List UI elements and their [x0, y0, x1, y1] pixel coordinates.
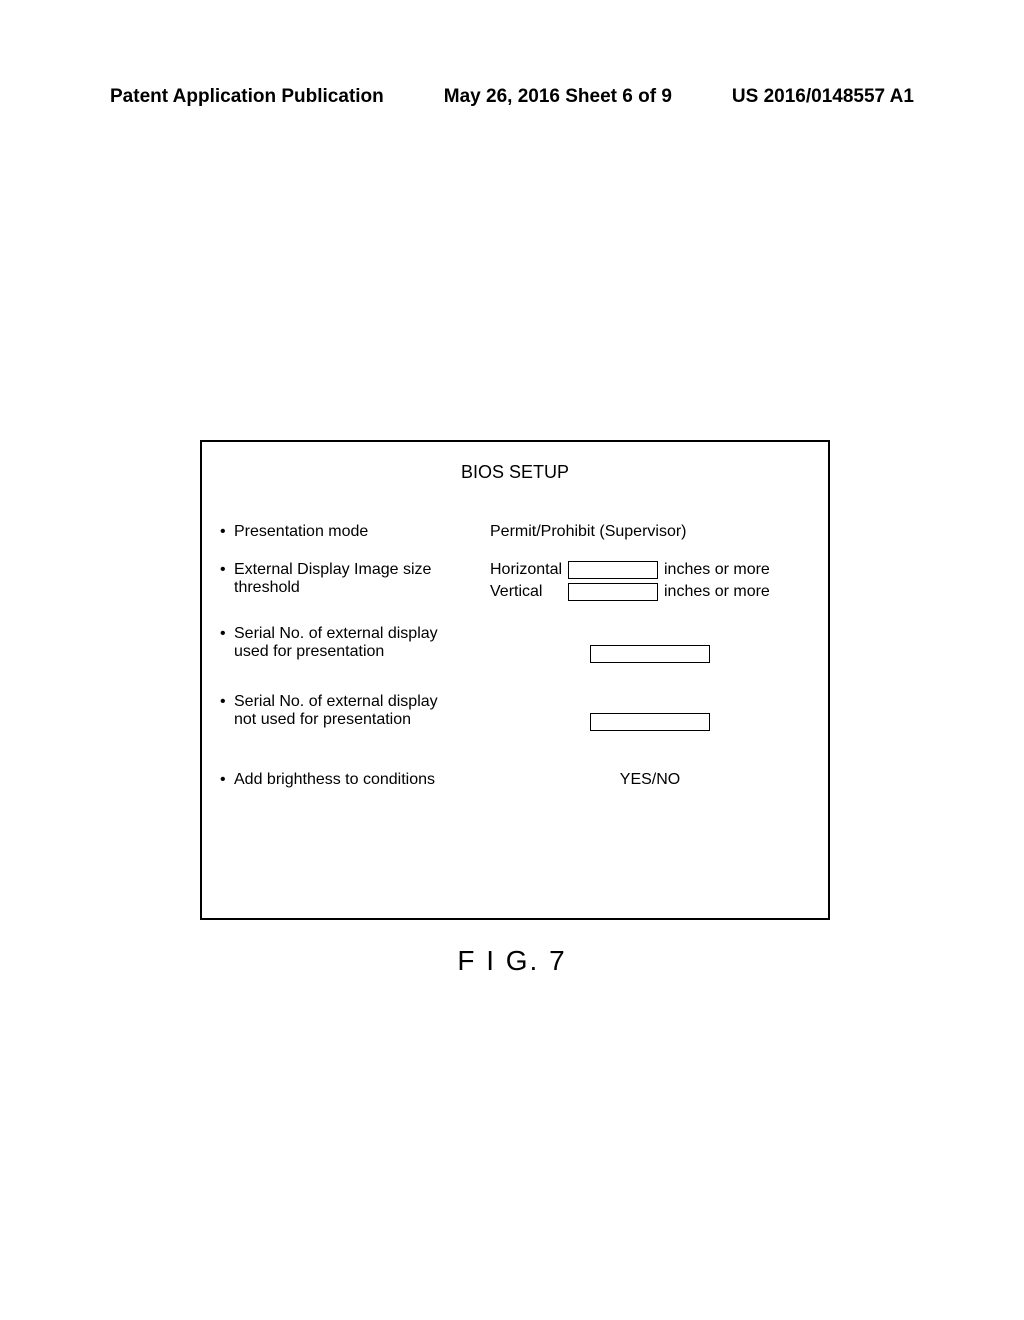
bullet-icon: • — [220, 561, 234, 597]
horizontal-suffix: inches or more — [664, 561, 770, 579]
bullet-icon: • — [220, 771, 234, 789]
bullet-icon: • — [220, 523, 234, 541]
header-left: Patent Application Publication — [110, 86, 384, 108]
serial-used-input[interactable] — [590, 645, 710, 663]
presentation-mode-value[interactable]: Permit/Prohibit (Supervisor) — [490, 523, 687, 540]
size-threshold-label: External Display Image size threshold — [234, 561, 490, 597]
horizontal-label: Horizontal — [490, 561, 568, 579]
row-serial-not-used: • Serial No. of external display not use… — [202, 693, 828, 731]
bios-setup-box: BIOS SETUP • Presentation mode Permit/Pr… — [200, 440, 830, 920]
figure-label: F I G. 7 — [0, 945, 1024, 977]
horizontal-input[interactable] — [568, 561, 658, 579]
serial-notused-label-line1: Serial No. of external display — [234, 693, 438, 711]
serial-notused-label-line2: not used for presentation — [234, 711, 438, 729]
vertical-line: Vertical inches or more — [490, 583, 810, 601]
vertical-suffix: inches or more — [664, 583, 770, 601]
bullet-icon: • — [220, 693, 234, 729]
vertical-input[interactable] — [568, 583, 658, 601]
row-presentation-mode: • Presentation mode Permit/Prohibit (Sup… — [202, 523, 828, 541]
header-right: US 2016/0148557 A1 — [732, 86, 914, 108]
page-header: Patent Application Publication May 26, 2… — [0, 86, 1024, 108]
serial-used-label-line1: Serial No. of external display — [234, 625, 438, 643]
horizontal-line: Horizontal inches or more — [490, 561, 810, 579]
serial-used-label-line2: used for presentation — [234, 643, 438, 661]
vertical-label: Vertical — [490, 583, 568, 601]
brightness-value[interactable]: YES/NO — [620, 771, 680, 788]
row-size-threshold: • External Display Image size threshold … — [202, 561, 828, 605]
page: Patent Application Publication May 26, 2… — [0, 0, 1024, 1320]
header-middle: May 26, 2016 Sheet 6 of 9 — [444, 86, 672, 108]
presentation-mode-label: Presentation mode — [234, 523, 368, 541]
bios-title: BIOS SETUP — [202, 462, 828, 483]
brightness-label: Add brighthess to conditions — [234, 771, 435, 789]
row-serial-used: • Serial No. of external display used fo… — [202, 625, 828, 663]
row-brightness: • Add brighthess to conditions YES/NO — [202, 771, 828, 789]
bullet-icon: • — [220, 625, 234, 661]
serial-notused-input[interactable] — [590, 713, 710, 731]
